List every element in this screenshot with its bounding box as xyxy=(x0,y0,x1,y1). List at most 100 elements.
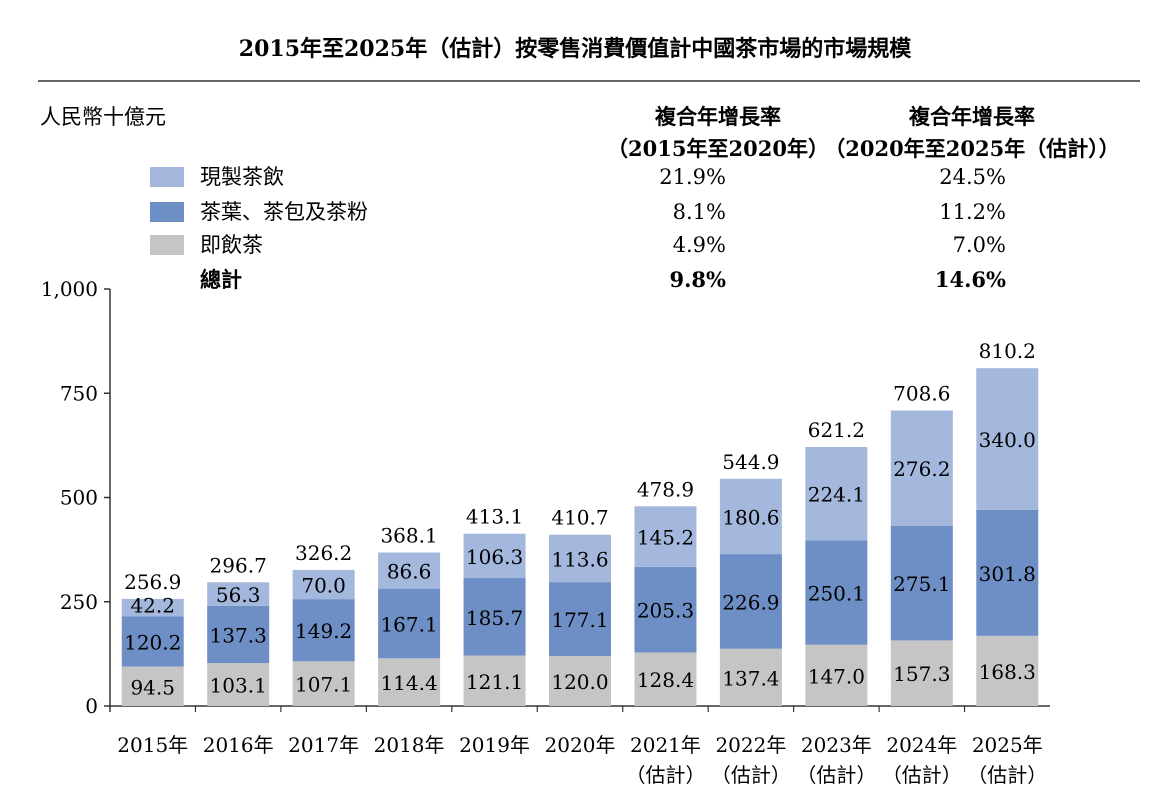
bar-segment-0-0 xyxy=(121,666,184,706)
segment-value-label: 113.6 xyxy=(551,547,608,571)
total-value-label: 621.2 xyxy=(808,418,865,442)
x-tick-label: 2023年 xyxy=(801,733,872,757)
segment-value-label: 275.1 xyxy=(893,572,950,596)
y-axis-unit-label: 人民幣十億元 xyxy=(40,105,166,129)
total-value-label: 708.6 xyxy=(893,382,950,406)
bar-segment-1-1 xyxy=(207,605,270,664)
segment-value-label: 224.1 xyxy=(808,483,865,507)
bar-segment-2-5 xyxy=(549,534,611,583)
total-value-label: 410.7 xyxy=(551,506,608,530)
bar-segment-2-4 xyxy=(463,533,526,579)
segment-value-label: 103.1 xyxy=(210,674,267,698)
segment-value-label: 137.3 xyxy=(210,623,267,647)
bar-segment-2-0 xyxy=(121,598,184,617)
cagr-2020-2025-0: 24.5% xyxy=(939,165,1006,189)
segment-value-label: 149.2 xyxy=(295,619,352,643)
y-tick-label: 1,000 xyxy=(41,277,98,301)
segment-value-label: 147.0 xyxy=(808,664,865,688)
x-tick-label: 2018年 xyxy=(374,733,445,757)
cagr-2015-2020-1: 8.1% xyxy=(673,200,726,224)
x-tick-note: （估計） xyxy=(625,763,705,787)
segment-value-label: 120.0 xyxy=(551,670,608,694)
y-tick-label: 500 xyxy=(60,486,98,510)
segment-value-label: 250.1 xyxy=(808,582,865,606)
bar-segment-1-9 xyxy=(890,525,953,641)
segment-value-label: 157.3 xyxy=(893,662,950,686)
bar-segment-1-3 xyxy=(378,588,441,659)
total-value-label: 413.1 xyxy=(466,505,523,529)
legend-label-1: 茶葉、茶包及茶粉 xyxy=(200,200,368,224)
segment-value-label: 177.1 xyxy=(551,608,608,632)
bar-segment-0-2 xyxy=(292,661,355,706)
bar-segment-0-8 xyxy=(805,644,868,706)
x-tick-note: （估計） xyxy=(711,763,791,787)
total-value-label: 256.9 xyxy=(124,570,181,594)
bar-segment-1-0 xyxy=(121,616,184,667)
bar-segment-1-10 xyxy=(976,509,1039,636)
bar-segment-0-5 xyxy=(549,655,611,706)
cagr-header-1-line1: 複合年增長率 xyxy=(654,104,781,129)
bar-segment-0-7 xyxy=(719,648,782,706)
bar-segment-2-1 xyxy=(207,582,270,606)
segment-value-label: 276.2 xyxy=(893,457,950,481)
legend-label-3: 總計 xyxy=(200,267,242,292)
cagr-2020-2025-1: 11.2% xyxy=(939,200,1006,224)
x-tick-label: 2017年 xyxy=(288,733,359,757)
bar-segment-2-7 xyxy=(719,478,782,555)
segment-value-label: 114.4 xyxy=(380,671,437,695)
segment-value-label: 70.0 xyxy=(301,574,346,598)
segment-value-label: 185.7 xyxy=(466,606,523,630)
total-value-label: 810.2 xyxy=(979,339,1036,363)
bar-segment-1-4 xyxy=(463,578,526,656)
segment-value-label: 106.3 xyxy=(466,545,523,569)
segment-value-label: 167.1 xyxy=(380,612,437,636)
segment-value-label: 145.2 xyxy=(637,526,694,550)
bar-segment-1-2 xyxy=(292,599,355,662)
segment-value-label: 121.1 xyxy=(466,670,523,694)
bar-segment-2-10 xyxy=(976,368,1039,510)
legend-swatch-1 xyxy=(150,202,184,222)
legend-swatch-2 xyxy=(150,235,184,255)
x-tick-label: 2016年 xyxy=(203,733,274,757)
cagr-header-2-line1: 複合年增長率 xyxy=(908,104,1035,129)
total-value-label: 544.9 xyxy=(722,450,779,474)
bar-segment-0-6 xyxy=(634,652,697,706)
bar-segment-2-8 xyxy=(805,446,868,541)
bar-segment-0-4 xyxy=(463,655,526,706)
segment-value-label: 120.2 xyxy=(124,631,181,655)
segment-value-label: 168.3 xyxy=(979,660,1036,684)
x-tick-note: （估計） xyxy=(967,763,1047,787)
x-tick-note: （估計） xyxy=(882,763,962,787)
x-tick-note: （估計） xyxy=(796,763,876,787)
segment-value-label: 301.8 xyxy=(979,562,1036,586)
bar-segment-2-9 xyxy=(890,410,953,526)
total-value-label: 326.2 xyxy=(295,541,352,565)
x-tick-label: 2024年 xyxy=(886,733,957,757)
segment-value-label: 180.6 xyxy=(722,505,779,529)
cagr-2015-2020-3: 9.8% xyxy=(670,267,727,292)
y-tick-label: 250 xyxy=(60,590,98,614)
y-tick-label: 750 xyxy=(60,381,98,405)
bar-segment-1-7 xyxy=(719,554,782,649)
legend-label-2: 即飲茶 xyxy=(200,233,263,257)
segment-value-label: 205.3 xyxy=(637,599,694,623)
bar-segment-0-10 xyxy=(976,635,1039,706)
total-value-label: 296.7 xyxy=(210,553,267,577)
segment-value-label: 340.0 xyxy=(979,428,1036,452)
segment-value-label: 107.1 xyxy=(295,673,352,697)
x-tick-label: 2025年 xyxy=(972,733,1043,757)
segment-value-label: 226.9 xyxy=(722,590,779,614)
segment-value-label: 128.4 xyxy=(637,668,694,692)
bar-segment-1-6 xyxy=(634,566,697,653)
bar-segment-0-1 xyxy=(207,663,270,706)
legend: 現製茶飲 21.9% 24.5% 茶葉、茶包及茶粉 8.1% 11.2% 即飲茶 4.9% 7.… xyxy=(150,165,1006,292)
segment-value-label: 86.6 xyxy=(387,560,432,584)
total-value-label: 478.9 xyxy=(637,477,694,501)
segment-value-label: 56.3 xyxy=(216,583,261,607)
bar-segment-2-3 xyxy=(378,552,441,589)
bar-segment-1-5 xyxy=(549,582,611,656)
x-tick-label: 2021年 xyxy=(630,733,701,757)
x-tick-label: 2015年 xyxy=(117,733,188,757)
